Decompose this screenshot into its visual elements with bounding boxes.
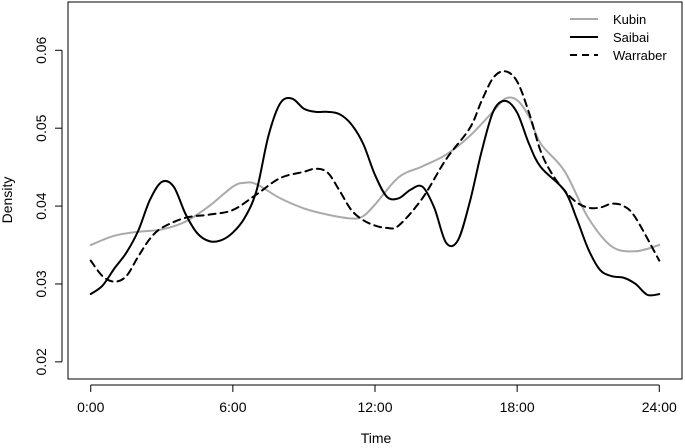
series-line-kubin <box>89 96 661 253</box>
legend-label-kubin: Kubin <box>613 12 646 27</box>
legend-label-saibai: Saibai <box>613 30 649 45</box>
x-tick-label: 18:00 <box>500 399 535 415</box>
y-tick-label: 0.04 <box>33 192 49 219</box>
series-layer <box>89 70 661 297</box>
series-line-warraber <box>89 70 661 283</box>
legend: Kubin Saibai Warraber <box>570 12 667 63</box>
y-tick-label: 0.02 <box>33 348 49 375</box>
x-tick-label: 24:00 <box>642 399 677 415</box>
x-axis: 0:00 6:00 12:00 18:00 24:00 <box>77 384 677 415</box>
x-tick-label: 6:00 <box>219 399 246 415</box>
y-axis-title: Density <box>0 177 15 224</box>
y-axis: 0.02 0.03 0.04 0.05 0.06 <box>33 36 63 375</box>
series-line-saibai <box>89 97 661 297</box>
legend-label-warraber: Warraber <box>613 48 667 63</box>
y-tick-label: 0.05 <box>33 114 49 141</box>
y-tick-label: 0.06 <box>33 36 49 63</box>
x-axis-title: Time <box>361 430 392 446</box>
y-tick-label: 0.03 <box>33 270 49 297</box>
x-tick-label: 0:00 <box>77 399 104 415</box>
x-tick-label: 12:00 <box>357 399 392 415</box>
plot-frame <box>67 1 683 380</box>
